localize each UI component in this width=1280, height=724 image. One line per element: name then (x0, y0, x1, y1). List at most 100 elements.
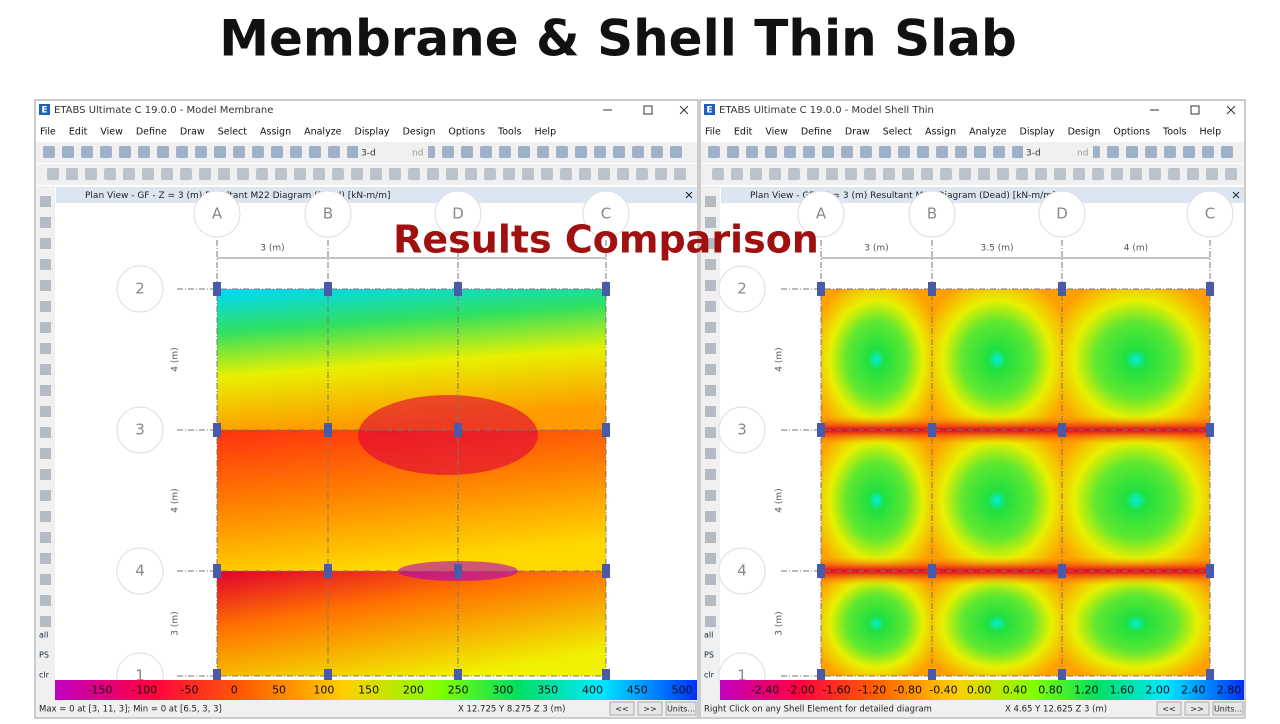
close-button[interactable] (1226, 105, 1236, 115)
status-button[interactable] (1156, 701, 1182, 716)
toolbar-button[interactable] (788, 168, 800, 180)
toolbar-button[interactable] (1073, 168, 1085, 180)
maximize-button[interactable] (643, 105, 653, 115)
toolbar-button[interactable] (503, 168, 515, 180)
toolbar-button[interactable] (442, 146, 454, 158)
side-tool[interactable] (40, 238, 51, 249)
toolbar-button[interactable] (651, 146, 663, 158)
toolbar-button[interactable] (1016, 168, 1028, 180)
toolbar-button[interactable] (541, 168, 553, 180)
side-tool[interactable] (40, 490, 51, 501)
toolbar-button[interactable] (765, 146, 777, 158)
side-tool[interactable] (705, 427, 716, 438)
side-tool[interactable] (705, 553, 716, 564)
side-tool[interactable] (40, 259, 51, 270)
toolbar-button[interactable] (351, 168, 363, 180)
side-tool[interactable] (40, 322, 51, 333)
side-tool[interactable] (705, 469, 716, 480)
toolbar-button[interactable] (290, 146, 302, 158)
side-tool[interactable] (40, 511, 51, 522)
toolbar-button[interactable] (180, 168, 192, 180)
toolbar-button[interactable] (233, 146, 245, 158)
side-tool[interactable] (705, 385, 716, 396)
toolbar-button[interactable] (1012, 146, 1024, 158)
status-button[interactable] (609, 701, 635, 716)
toolbar-button[interactable] (1187, 168, 1199, 180)
side-tool-label[interactable]: all (704, 631, 713, 640)
side-tool-label[interactable]: PS (39, 651, 49, 660)
menu-item[interactable]: Options (448, 127, 485, 138)
status-button-label[interactable]: << (1162, 705, 1175, 714)
side-tool[interactable] (705, 406, 716, 417)
toolbar-button[interactable] (313, 168, 325, 180)
side-tool[interactable] (705, 364, 716, 375)
toolbar-button[interactable] (617, 168, 629, 180)
toolbar-button[interactable] (237, 168, 249, 180)
toolbar-button[interactable] (408, 168, 420, 180)
side-tool[interactable] (705, 490, 716, 501)
menu-item[interactable]: View (100, 127, 123, 138)
side-tool-label[interactable]: clr (704, 671, 715, 680)
menu-item[interactable]: View (765, 127, 788, 138)
toolbar-button[interactable] (537, 146, 549, 158)
menu-item[interactable]: Tools (497, 127, 521, 138)
toolbar-button[interactable] (446, 168, 458, 180)
side-tool[interactable] (705, 574, 716, 585)
toolbar-button[interactable] (1149, 168, 1161, 180)
toolbar-button[interactable] (47, 168, 59, 180)
toolbar-button[interactable] (1130, 168, 1142, 180)
toolbar-button[interactable] (803, 146, 815, 158)
toolbar-button[interactable] (1225, 168, 1237, 180)
toolbar-label[interactable]: 3-d (1026, 149, 1041, 159)
toolbar-button[interactable] (784, 146, 796, 158)
status-button-label[interactable]: Units... (1214, 705, 1242, 714)
toolbar-button[interactable] (1164, 146, 1176, 158)
side-tool[interactable] (705, 322, 716, 333)
side-tool[interactable] (705, 595, 716, 606)
menu-item[interactable]: Options (1113, 127, 1150, 138)
toolbar-button[interactable] (294, 168, 306, 180)
side-tool[interactable] (705, 616, 716, 627)
toolbar-button[interactable] (636, 168, 648, 180)
toolbar-button[interactable] (161, 168, 173, 180)
menu-item[interactable]: Design (403, 127, 436, 138)
toolbar-button[interactable] (883, 168, 895, 180)
side-tool[interactable] (40, 385, 51, 396)
menu-item[interactable]: Analyze (304, 127, 342, 138)
toolbar-button[interactable] (328, 146, 340, 158)
side-tool[interactable] (40, 343, 51, 354)
toolbar-button[interactable] (598, 168, 610, 180)
side-tool[interactable] (40, 616, 51, 627)
menu-item[interactable]: Help (1199, 127, 1221, 138)
menu-item[interactable]: Draw (845, 127, 870, 138)
toolbar-button[interactable] (978, 168, 990, 180)
menu-item[interactable]: Assign (925, 127, 956, 138)
toolbar-button[interactable] (1054, 168, 1066, 180)
side-tool[interactable] (705, 217, 716, 228)
toolbar-button[interactable] (560, 168, 572, 180)
toolbar-button[interactable] (199, 168, 211, 180)
toolbar-button[interactable] (594, 146, 606, 158)
toolbar-button[interactable] (750, 168, 762, 180)
toolbar-button[interactable] (81, 146, 93, 158)
toolbar-button[interactable] (1111, 168, 1123, 180)
side-tool[interactable] (40, 574, 51, 585)
toolbar-button[interactable] (731, 168, 743, 180)
toolbar-button[interactable] (1168, 168, 1180, 180)
menu-item[interactable]: Define (801, 127, 832, 138)
side-tool[interactable] (705, 301, 716, 312)
status-button[interactable] (637, 701, 663, 716)
toolbar-button[interactable] (556, 146, 568, 158)
side-tool[interactable] (705, 238, 716, 249)
toolbar-button[interactable] (974, 146, 986, 158)
toolbar-button[interactable] (256, 168, 268, 180)
toolbar-button[interactable] (252, 146, 264, 158)
toolbar-button[interactable] (43, 146, 55, 158)
toolbar-button[interactable] (123, 168, 135, 180)
toolbar-button[interactable] (119, 146, 131, 158)
toolbar-button[interactable] (332, 168, 344, 180)
toolbar-button[interactable] (841, 146, 853, 158)
menu-item[interactable]: File (40, 127, 56, 138)
toolbar-button[interactable] (104, 168, 116, 180)
toolbar-button[interactable] (218, 168, 230, 180)
